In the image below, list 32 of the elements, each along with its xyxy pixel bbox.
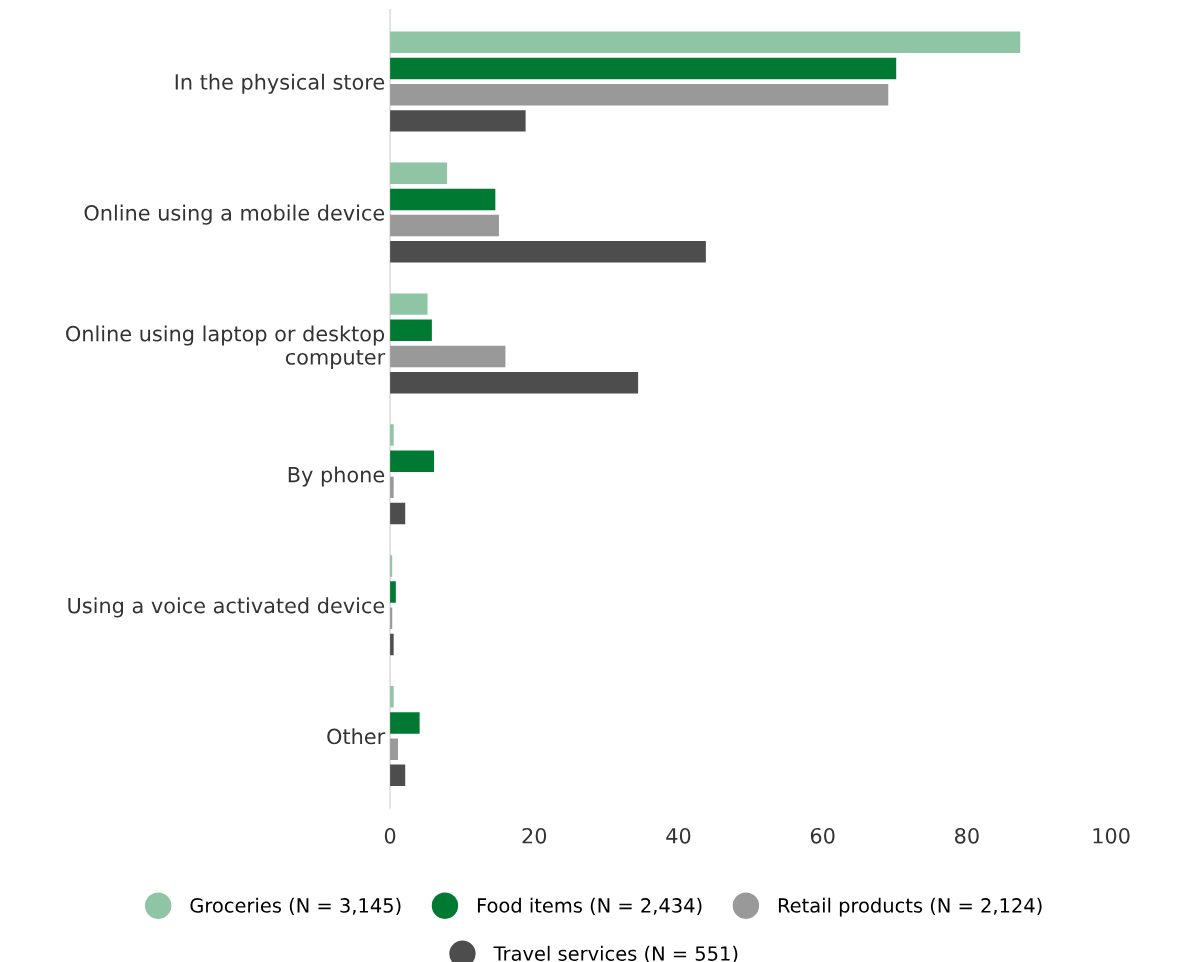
x-tick-label: 20	[522, 827, 547, 844]
legend-label: Retail products (N = 2,124)	[778, 897, 1042, 917]
bar	[390, 319, 432, 342]
bar	[390, 110, 526, 132]
y-tick-label: Online using laptop or desktop computer	[66, 325, 386, 369]
bar	[390, 345, 506, 368]
bar	[390, 188, 496, 211]
bar	[390, 57, 897, 80]
x-tick-label: 60	[810, 827, 835, 844]
bar	[390, 83, 889, 106]
bar	[390, 712, 420, 734]
y-tick-label: By phone	[288, 466, 385, 487]
bar	[390, 293, 428, 315]
bar	[390, 31, 1021, 54]
bar	[390, 738, 398, 760]
legend-label: Groceries (N = 3,145)	[190, 897, 401, 916]
bar	[390, 764, 406, 787]
bar	[390, 502, 406, 525]
y-tick-label: Other	[327, 728, 386, 745]
x-tick-label: 40	[666, 827, 691, 844]
bar	[390, 214, 499, 237]
bar	[390, 371, 639, 394]
y-tick-label: Online using a mobile device	[84, 204, 385, 225]
y-tick-label: Using a voice activated device	[68, 597, 385, 618]
bar	[390, 162, 448, 184]
x-tick-label: 80	[955, 827, 979, 844]
x-tick-label: 100	[1093, 827, 1130, 844]
bar	[390, 450, 435, 472]
y-tick-label: In the physical store	[175, 73, 385, 94]
x-tick-label: 0	[384, 827, 396, 844]
bar	[390, 241, 706, 263]
legend-label: Food items (N = 2,434)	[477, 897, 702, 916]
